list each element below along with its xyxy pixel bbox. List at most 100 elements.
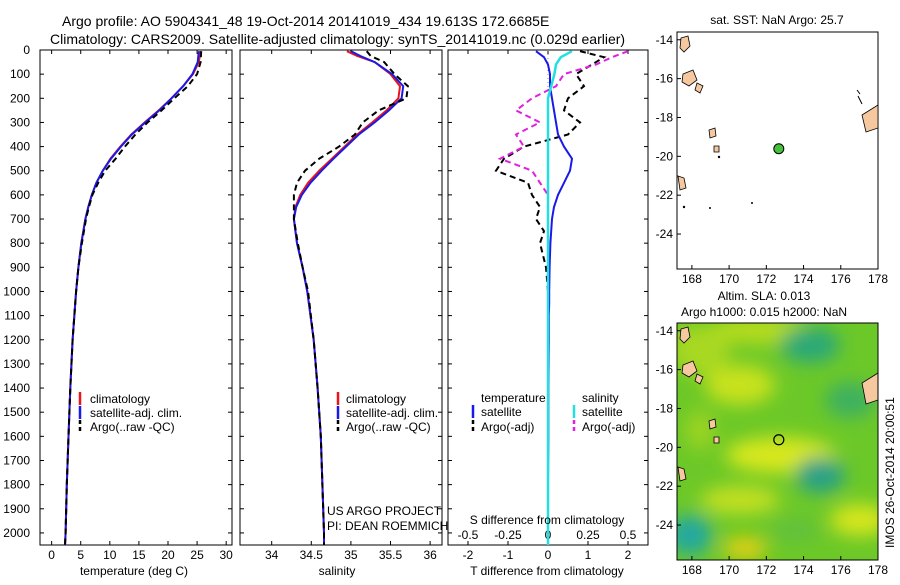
sst-island bbox=[681, 69, 698, 87]
sla-argo-location-marker bbox=[773, 434, 785, 446]
difference-lines bbox=[494, 50, 629, 545]
depth-tick-label: 1900 bbox=[3, 502, 30, 516]
map-x-tick-label: 174 bbox=[794, 563, 814, 577]
difference-top-label: S difference from climatology bbox=[470, 513, 625, 527]
map-x-tick-label: 172 bbox=[756, 563, 776, 577]
depth-tick-label: 500 bbox=[10, 164, 30, 178]
legend-label-salinity-argo: Argo(-adj) bbox=[582, 420, 635, 434]
map-y-tick-label: -18 bbox=[656, 401, 674, 415]
map-y-tick-label: -22 bbox=[656, 479, 674, 493]
depth-tick-label: 600 bbox=[10, 188, 30, 202]
map-y-tick-label: -18 bbox=[656, 110, 674, 124]
sla-blob bbox=[705, 365, 775, 405]
map-x-tick-label: 168 bbox=[682, 563, 702, 577]
header-line2: Climatology: CARS2009. Satellite-adjuste… bbox=[50, 31, 625, 47]
temperature-lines bbox=[64, 51, 203, 545]
difference-t-tick-label: 0 bbox=[545, 548, 552, 562]
salinity-tick-label: 34.5 bbox=[300, 548, 324, 562]
credit-pi: PI: DEAN ROEMMICH bbox=[327, 519, 448, 533]
sla-island bbox=[694, 373, 704, 385]
depth-tick-label: 700 bbox=[10, 212, 30, 226]
difference-t-tick-label: 1 bbox=[585, 548, 592, 562]
depth-tick-label: 400 bbox=[10, 140, 30, 154]
depth-tick-label: 1600 bbox=[3, 429, 30, 443]
difference-s-tick-label: 0.5 bbox=[620, 528, 637, 542]
legend-label-salinity-satellite: satellite bbox=[582, 405, 623, 419]
temperature-tick-label: 30 bbox=[220, 548, 234, 562]
map-x-tick-label: 170 bbox=[719, 563, 739, 577]
sla-blob bbox=[795, 457, 845, 493]
difference-s-tick-label: -0.25 bbox=[494, 528, 522, 542]
sla-map-field bbox=[677, 323, 878, 560]
salinity-legend: climatology satellite-adj. clim. Argo(..… bbox=[327, 392, 448, 533]
sla-island bbox=[679, 326, 691, 344]
map-x-tick-label: 176 bbox=[831, 272, 851, 286]
map-y-tick-label: -20 bbox=[656, 149, 674, 163]
salinity-argo-line bbox=[292, 50, 409, 545]
map-x-tick-label: 178 bbox=[868, 563, 888, 577]
map-x-tick-label: 172 bbox=[756, 272, 776, 286]
depth-tick-label: 2000 bbox=[3, 526, 30, 540]
depth-tick-label: 1400 bbox=[3, 381, 30, 395]
difference-s-tick-label: 0.25 bbox=[576, 528, 600, 542]
temperature-tick-label: 10 bbox=[103, 548, 117, 562]
sla-map-axes: 168 170 172 174 176 178 -14 -16 -18 -20 -22 -24 bbox=[656, 324, 889, 577]
map-y-tick-label: -14 bbox=[656, 33, 674, 47]
difference-t-tick-label: -1 bbox=[503, 548, 514, 562]
temperature-x-axis: 0 5 10 15 20 25 30 bbox=[48, 50, 233, 562]
header-line1: Argo profile: AO 5904341_48 19-Oct-2014 … bbox=[62, 13, 549, 29]
legend-title-temperature: temperature bbox=[481, 391, 546, 405]
difference-t-tick-label: 2 bbox=[625, 548, 632, 562]
sla-blob bbox=[830, 504, 878, 536]
sst-argo-location-marker bbox=[773, 143, 785, 155]
legend-label-satellite: satellite-adj. clim. bbox=[346, 406, 438, 420]
sst-island bbox=[677, 175, 687, 191]
sst-island bbox=[861, 104, 878, 133]
legend-title-salinity: salinity bbox=[582, 391, 619, 405]
sst-map-title: sat. SST: NaN Argo: 25.7 bbox=[710, 13, 844, 27]
depth-tick-label: 900 bbox=[10, 260, 30, 274]
map-x-tick-label: 170 bbox=[719, 272, 739, 286]
sst-island bbox=[679, 35, 691, 53]
map-y-tick-label: -24 bbox=[656, 227, 674, 241]
sla-island bbox=[677, 466, 687, 482]
legend-label-argo: Argo(..raw -QC) bbox=[346, 420, 431, 434]
salinity-xlabel: salinity bbox=[319, 564, 356, 578]
sst-coastline bbox=[856, 89, 863, 105]
map-y-tick-label: -20 bbox=[656, 440, 674, 454]
temperature-tick-label: 0 bbox=[48, 548, 55, 562]
depth-tick-label: 1100 bbox=[4, 309, 30, 323]
salinity-tick-label: 35 bbox=[344, 548, 358, 562]
map-x-tick-label: 178 bbox=[868, 272, 888, 286]
depth-tick-label: 1500 bbox=[3, 405, 30, 419]
salinity-lines bbox=[292, 50, 409, 545]
depth-tick-label: 1800 bbox=[3, 478, 30, 492]
sla-blob bbox=[677, 515, 712, 555]
sla-island bbox=[713, 436, 720, 444]
map-y-tick-label: -24 bbox=[656, 518, 674, 532]
temperature-tick-label: 20 bbox=[161, 548, 175, 562]
depth-tick-label: 100 bbox=[10, 67, 30, 81]
depth-tick-label: 800 bbox=[10, 236, 30, 250]
legend-label-climatology: climatology bbox=[90, 392, 150, 406]
sla-map-title2: Argo h1000: 0.015 h2000: NaN bbox=[681, 305, 847, 319]
sla-island bbox=[861, 372, 878, 405]
depth-axis: 0 100 200 300 400 500 600 700 800 900 1000 1100 1200… bbox=[3, 43, 648, 540]
sst-islet bbox=[717, 155, 721, 159]
depth-tick-label: 200 bbox=[10, 91, 30, 105]
sla-island bbox=[708, 418, 717, 430]
sla-map-frame bbox=[676, 322, 879, 561]
sla-blob bbox=[700, 486, 780, 514]
temperature-argo-line bbox=[64, 51, 203, 545]
map-x-tick-label: 176 bbox=[831, 563, 851, 577]
difference-xlabel: T difference from climatology bbox=[470, 564, 624, 578]
sst-island bbox=[694, 82, 704, 94]
legend-label-temperature-satellite: satellite bbox=[481, 405, 522, 419]
map-x-tick-label: 174 bbox=[794, 272, 814, 286]
difference-legend: temperature satellite Argo(-adj) salinit… bbox=[471, 391, 635, 434]
sla-island bbox=[681, 360, 698, 378]
temperature-tick-label: 15 bbox=[132, 548, 146, 562]
depth-tick-label: 0 bbox=[23, 43, 30, 57]
sla-blob bbox=[685, 410, 715, 450]
